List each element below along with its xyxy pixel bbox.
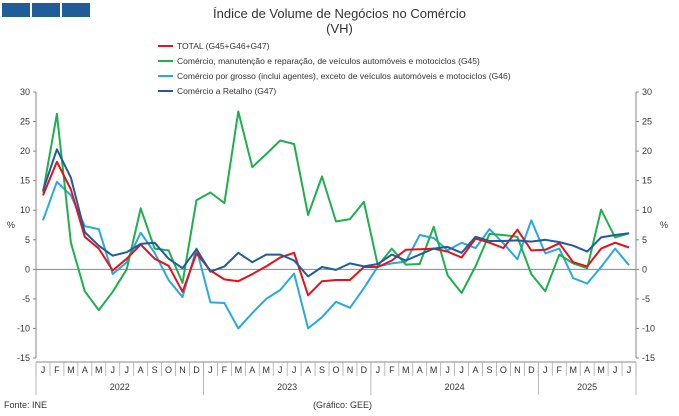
year-label: 2022 — [110, 382, 130, 392]
legend-swatch-total — [158, 44, 173, 47]
x-tick-label: J — [110, 365, 115, 375]
legend-label-g45: Comércio, manutenção e reparação, de veí… — [177, 55, 480, 66]
x-tick-label: F — [222, 365, 228, 375]
logo-block — [2, 3, 30, 17]
x-tick-label: M — [597, 365, 605, 375]
y-tick-label-left: -10 — [17, 323, 30, 333]
x-tick-label: J — [278, 365, 283, 375]
y-tick-label-left: 20 — [20, 146, 30, 156]
x-tick-label: F — [54, 365, 60, 375]
x-tick-label: A — [473, 365, 479, 375]
legend-entry-total: TOTAL (G45+G46+G47) — [158, 38, 511, 53]
legend-label-total: TOTAL (G45+G46+G47) — [177, 40, 270, 51]
logo-block — [62, 3, 90, 17]
legend-swatch-g46 — [158, 74, 173, 77]
y-tick-label-left: -5 — [22, 294, 30, 304]
x-tick-label: D — [528, 365, 535, 375]
y-tick-label-right: -5 — [642, 294, 650, 304]
legend-entry-g47: Comércio a Retalho (G47) — [158, 83, 511, 98]
x-tick-label: O — [165, 365, 172, 375]
legend-swatch-g47 — [158, 89, 173, 92]
legend-entry-g45: Comércio, manutenção e reparação, de veí… — [158, 53, 511, 68]
y-tick-label-left: 15 — [20, 176, 30, 186]
x-tick-label: S — [152, 365, 158, 375]
x-tick-label: A — [305, 365, 311, 375]
y-tick-label-left: 10 — [20, 205, 30, 215]
x-tick-label: M — [235, 365, 243, 375]
y-tick-label-right: 0 — [642, 264, 647, 274]
x-tick-label: N — [514, 365, 521, 375]
x-tick-label: A — [417, 365, 423, 375]
x-tick-label: M — [262, 365, 270, 375]
y-tick-label-right: 5 — [642, 235, 647, 245]
series-line-total — [42, 160, 630, 297]
year-label: 2025 — [577, 382, 597, 392]
y-axis-unit-left: % — [7, 220, 15, 230]
x-tick-label: S — [319, 365, 325, 375]
x-tick-label: J — [543, 365, 548, 375]
chart-subtitle: (VH) — [326, 21, 353, 36]
ine-logo — [2, 3, 90, 17]
series-line-g46 — [42, 180, 630, 330]
legend-label-g46: Comércio por grosso (inclui agentes), ex… — [177, 70, 511, 81]
x-tick-label: D — [193, 365, 200, 375]
source-note: Fonte: INE — [4, 400, 48, 410]
x-tick-label: J — [376, 365, 381, 375]
y-tick-label-right: 10 — [642, 205, 652, 215]
x-tick-label: A — [584, 365, 590, 375]
series-line-g45 — [42, 110, 630, 312]
y-tick-label-left: 30 — [20, 87, 30, 97]
y-tick-label-left: 25 — [20, 117, 30, 127]
x-tick-label: N — [179, 365, 186, 375]
x-tick-label: J — [41, 365, 46, 375]
credit-note: (Gráfico: GEE) — [313, 400, 373, 410]
chart-title: Índice de Volume de Negócios no Comércio — [213, 6, 466, 21]
x-tick-label: F — [389, 365, 395, 375]
year-label: 2023 — [277, 382, 297, 392]
x-tick-label: M — [569, 365, 577, 375]
legend-label-g47: Comércio a Retalho (G47) — [177, 85, 277, 96]
legend-swatch-g45 — [158, 59, 173, 62]
y-tick-label-right: 30 — [642, 87, 652, 97]
x-tick-label: J — [627, 365, 632, 375]
y-tick-label-left: 0 — [25, 264, 30, 274]
x-tick-label: M — [402, 365, 410, 375]
x-tick-label: M — [430, 365, 438, 375]
x-tick-label: A — [82, 365, 88, 375]
y-axis-unit-right: % — [660, 220, 668, 230]
y-tick-label-right: -15 — [642, 353, 655, 363]
x-tick-label: A — [249, 365, 255, 375]
chart-legend: TOTAL (G45+G46+G47) Comércio, manutenção… — [158, 38, 511, 98]
x-tick-label: J — [124, 365, 129, 375]
x-tick-label: D — [361, 365, 368, 375]
x-tick-label: O — [332, 365, 339, 375]
x-tick-label: J — [613, 365, 618, 375]
x-tick-label: N — [347, 365, 354, 375]
year-label: 2024 — [445, 382, 465, 392]
x-tick-label: M — [95, 365, 103, 375]
series-line-g47 — [42, 148, 630, 278]
y-tick-label-right: -10 — [642, 323, 655, 333]
x-tick-label: A — [138, 365, 144, 375]
x-tick-label: S — [486, 365, 492, 375]
x-tick-label: J — [445, 365, 450, 375]
y-tick-label-left: 5 — [25, 235, 30, 245]
y-tick-label-right: 15 — [642, 176, 652, 186]
legend-entry-g46: Comércio por grosso (inclui agentes), ex… — [158, 68, 511, 83]
x-tick-label: O — [500, 365, 507, 375]
x-tick-label: J — [292, 365, 297, 375]
x-tick-label: J — [208, 365, 213, 375]
x-tick-label: F — [557, 365, 563, 375]
x-tick-label: J — [459, 365, 464, 375]
x-tick-label: M — [67, 365, 75, 375]
y-tick-label-right: 20 — [642, 146, 652, 156]
y-tick-label-right: 25 — [642, 117, 652, 127]
logo-block — [32, 3, 60, 17]
y-tick-label-left: -15 — [17, 353, 30, 363]
